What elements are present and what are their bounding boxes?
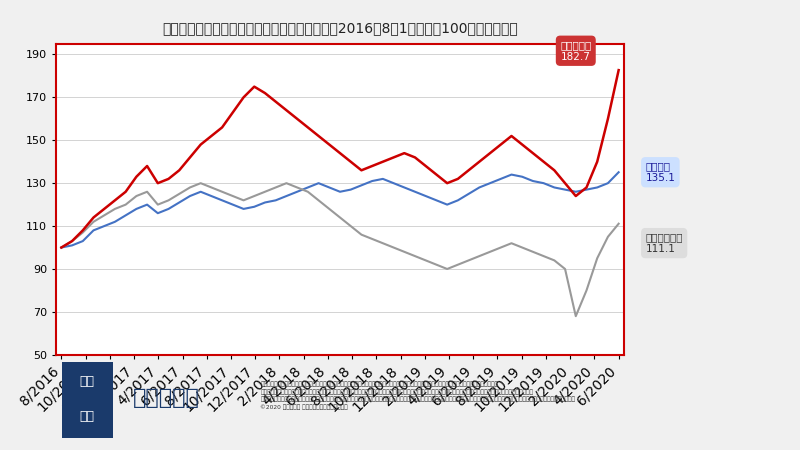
Text: 本資料は投資判断の参考となる情報の提供を目的としたもので、特定の銘柄の投資勧誘を目的として作成したものではありません。銘柄の選択、投資の
最終決定は、ご自身の判: 本資料は投資判断の参考となる情報の提供を目的としたもので、特定の銘柄の投資勧誘を… — [261, 382, 575, 410]
Text: マザーズ総合
111.1: マザーズ総合 111.1 — [646, 232, 683, 254]
Text: 複眼: 複眼 — [80, 375, 94, 388]
Text: 複眼ポートと日経平均・マザーズ指数の推移（2016年8月1日時点を100として計算）: 複眼ポートと日経平均・マザーズ指数の推移（2016年8月1日時点を100として計… — [162, 22, 518, 36]
Text: 複眼経済塾: 複眼経済塾 — [133, 388, 199, 408]
Text: 経済: 経済 — [80, 410, 94, 423]
Text: 複眼ポート
182.7: 複眼ポート 182.7 — [560, 40, 591, 62]
Text: 日経平均
135.1: 日経平均 135.1 — [646, 162, 675, 183]
FancyBboxPatch shape — [62, 362, 113, 438]
